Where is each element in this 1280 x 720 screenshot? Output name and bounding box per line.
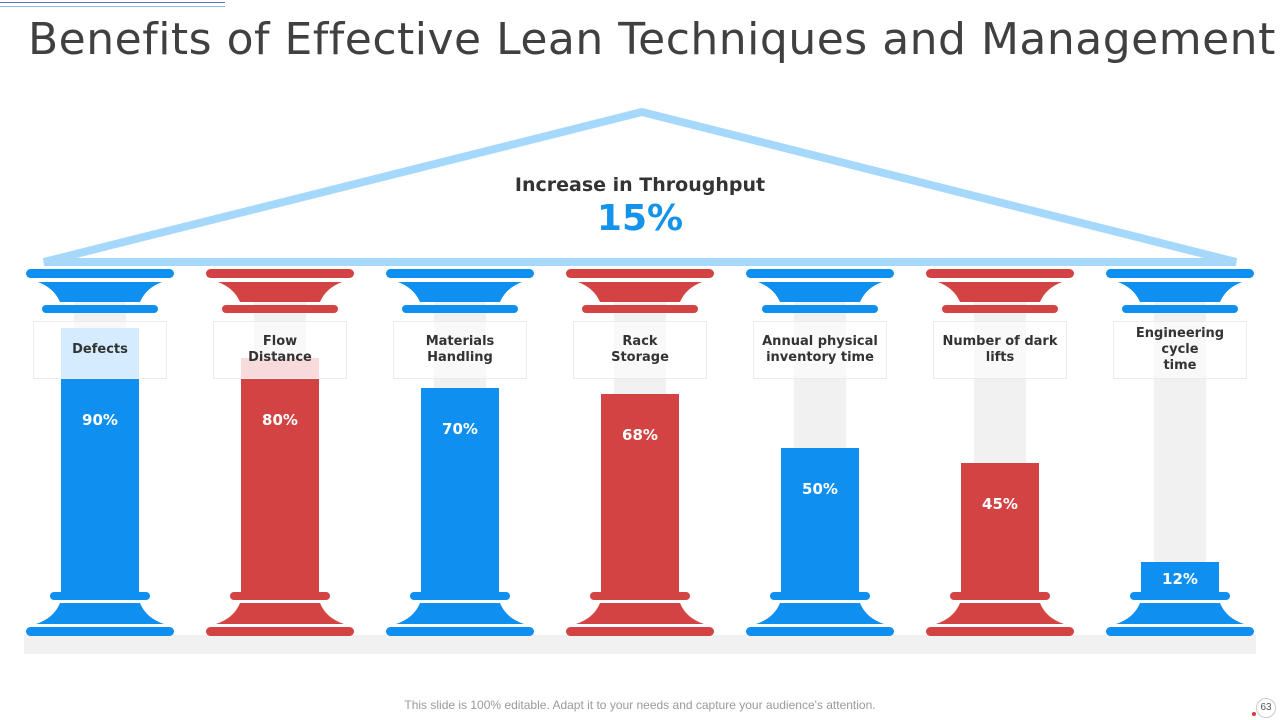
category-label-3: Rack Storage — [573, 321, 707, 379]
value-label-2: 70% — [442, 420, 478, 438]
value-label-1: 80% — [262, 411, 298, 429]
pillar-5-capital-slab — [926, 269, 1074, 278]
roof-triangle — [43, 107, 1237, 266]
pillar-5-capital-echinus — [938, 282, 1062, 302]
pillar-1-capital-ring — [222, 305, 338, 313]
page-title: Benefits of Effective Lean Techniques an… — [28, 14, 1276, 65]
pillar-2-capital-echinus — [398, 282, 522, 302]
pillar-3-base-ring — [590, 592, 690, 600]
category-label-6: Engineering cycle time — [1113, 321, 1247, 379]
pillar-2-capital-ring — [402, 305, 518, 313]
category-label-0: Defects — [33, 321, 167, 379]
pillar-0-capital-echinus — [38, 282, 162, 302]
pillar-3-base-torus — [576, 603, 704, 624]
value-label-4: 50% — [802, 480, 838, 498]
pillar-5-capital-ring — [942, 305, 1058, 313]
pillar-6-base-torus — [1116, 603, 1244, 624]
pillar-1-capital-slab — [206, 269, 354, 278]
pillar-5-base-slab — [926, 627, 1074, 636]
pillar-6-base-ring — [1130, 592, 1230, 600]
roof-label: Increase in Throughput — [514, 174, 766, 196]
pillar-5-base-ring — [950, 592, 1050, 600]
pillar-0-capital-ring — [42, 305, 158, 313]
category-label-text: Flow Distance — [248, 334, 312, 365]
pillar-4-capital-ring — [762, 305, 878, 313]
value-label-6: 12% — [1162, 570, 1198, 588]
value-label-5: 45% — [982, 495, 1018, 513]
pillar-0-capital-slab — [26, 269, 174, 278]
pillar-2-base-slab — [386, 627, 534, 636]
bar-5 — [961, 463, 1039, 598]
bar-3 — [601, 394, 679, 598]
category-label-1: Flow Distance — [213, 321, 347, 379]
pillar-6-capital-ring — [1122, 305, 1238, 313]
top-rule-secondary — [0, 6, 225, 7]
pillar-2-base-torus — [396, 603, 524, 624]
pillar-6-capital-slab — [1106, 269, 1254, 278]
bar-2 — [421, 388, 499, 598]
pillar-0-base-ring — [50, 592, 150, 600]
category-label-text: Materials Handling — [425, 334, 495, 365]
pillar-4-base-slab — [746, 627, 894, 636]
pillar-2-base-ring — [410, 592, 510, 600]
value-label-0: 90% — [82, 411, 118, 429]
category-label-text: Engineering cycle time — [1135, 326, 1225, 373]
footer-note: This slide is 100% editable. Adapt it to… — [404, 698, 876, 712]
category-label-2: Materials Handling — [393, 321, 527, 379]
pillar-5-base-torus — [936, 603, 1064, 624]
bar-4 — [781, 448, 859, 598]
page-number: 63 — [1256, 698, 1276, 718]
pillar-0-base-torus — [36, 603, 164, 624]
roof-value: 15% — [596, 198, 684, 239]
pillar-6-capital-echinus — [1118, 282, 1242, 302]
pillar-4-capital-slab — [746, 269, 894, 278]
pillar-3-capital-slab — [566, 269, 714, 278]
pillar-3-capital-ring — [582, 305, 698, 313]
pillar-1-capital-echinus — [218, 282, 342, 302]
pillar-4-base-torus — [756, 603, 884, 624]
chart-base-platform — [24, 635, 1256, 654]
category-label-text: Rack Storage — [611, 334, 669, 365]
category-label-4: Annual physical inventory time — [753, 321, 887, 379]
category-label-text: Defects — [72, 342, 128, 357]
category-label-text: Annual physical inventory time — [762, 334, 878, 365]
pillar-3-base-slab — [566, 627, 714, 636]
bar-1 — [241, 358, 319, 598]
pillar-1-base-torus — [216, 603, 344, 624]
page-number-dot — [1252, 712, 1256, 716]
pillar-4-base-ring — [770, 592, 870, 600]
category-label-5: Number of dark lifts — [933, 321, 1067, 379]
category-label-text: Number of dark lifts — [942, 334, 1058, 365]
pillar-4-capital-echinus — [758, 282, 882, 302]
pillar-1-base-slab — [206, 627, 354, 636]
pillar-0-base-slab — [26, 627, 174, 636]
pillar-2-capital-slab — [386, 269, 534, 278]
pillar-1-base-ring — [230, 592, 330, 600]
pillar-3-capital-echinus — [578, 282, 702, 302]
pillar-6-base-slab — [1106, 627, 1254, 636]
value-label-3: 68% — [622, 426, 658, 444]
top-rule — [0, 2, 225, 3]
